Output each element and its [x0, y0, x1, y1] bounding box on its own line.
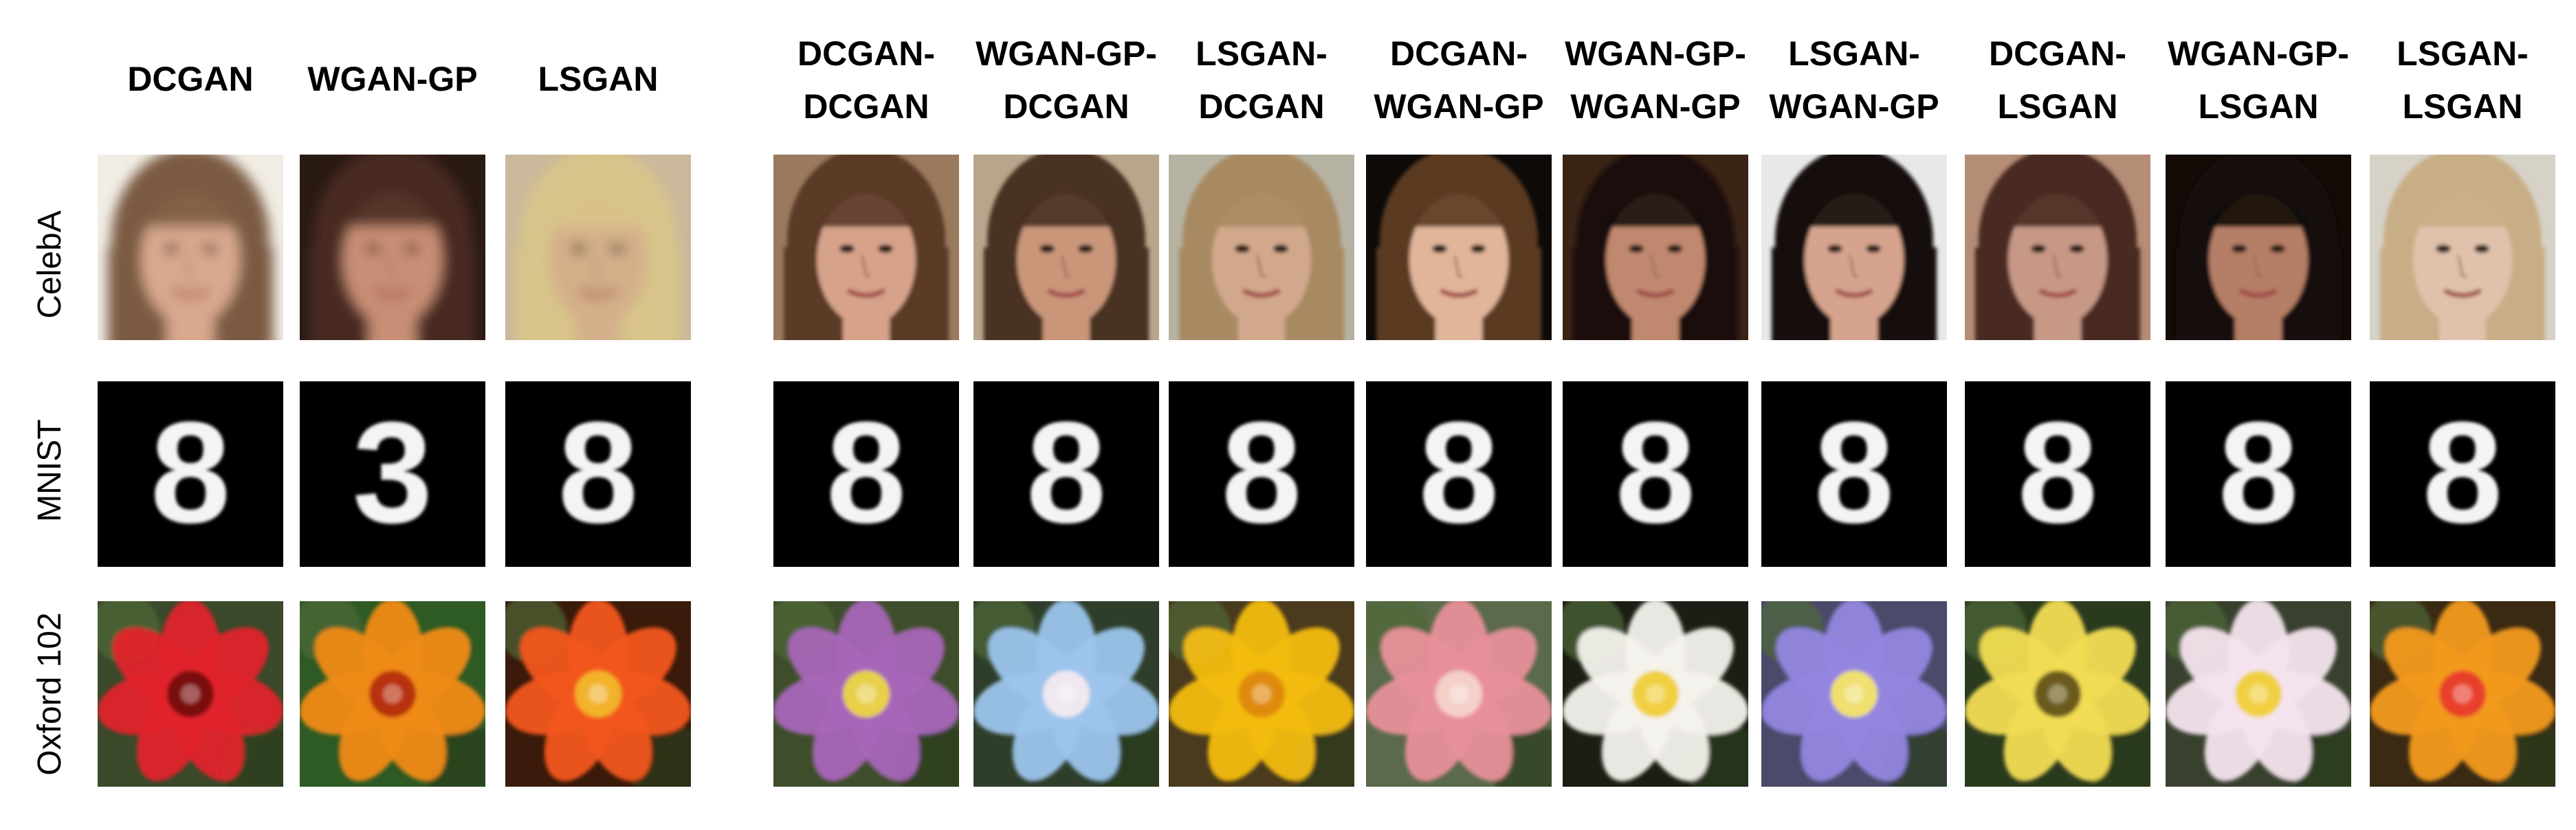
oxford102-sample-dcgan-lsgan — [1965, 601, 2150, 787]
column-header-dcgan-dcgan-line-1: DCGAN- — [797, 34, 935, 73]
mnist-sample-lsgan-wgan-gp: 8 — [1761, 381, 1947, 567]
svg-text:8: 8 — [1616, 392, 1696, 553]
svg-text:8: 8 — [1026, 392, 1107, 553]
row-label-oxford-102: Oxford 102 — [32, 612, 68, 775]
column-header-lsgan-lsgan-line-1: LSGAN- — [2397, 34, 2529, 73]
oxford102-sample-wgan-gp-wgan-gp — [1563, 601, 1748, 787]
column-header-wgan-gp: WGAN-GP — [307, 60, 477, 98]
oxford102-sample-lsgan-dcgan — [1169, 601, 1354, 787]
celeba-sample-wgan-gp-dcgan — [973, 155, 1159, 340]
celeba-sample-wgan-gp-wgan-gp — [1563, 155, 1748, 340]
celeba-sample-lsgan-dcgan — [1169, 155, 1354, 340]
mnist-sample-wgan-gp-lsgan: 8 — [2166, 381, 2351, 567]
oxford102-sample-dcgan — [98, 601, 283, 787]
celeba-sample-lsgan-lsgan — [2370, 155, 2555, 340]
mnist-sample-dcgan-lsgan: 8 — [1965, 381, 2150, 567]
column-header-lsgan-dcgan-line-1: LSGAN- — [1196, 34, 1328, 73]
celeba-sample-dcgan-wgan-gp — [1366, 155, 1552, 340]
column-header-dcgan-lsgan-line-2: LSGAN — [1998, 87, 2118, 126]
column-header-wgan-gp-dcgan-line-1: WGAN-GP- — [976, 34, 1157, 73]
svg-text:3: 3 — [353, 392, 433, 553]
svg-text:8: 8 — [151, 392, 231, 553]
mnist-sample-lsgan-dcgan: 8 — [1169, 381, 1354, 567]
column-header-dcgan-wgan-gp-line-2: WGAN-GP — [1374, 87, 1543, 126]
column-header-dcgan-dcgan-line-2: DCGAN — [803, 87, 929, 126]
celeba-sample-wgan-gp — [300, 155, 485, 340]
svg-text:8: 8 — [1419, 392, 1499, 553]
mnist-sample-dcgan-dcgan: 8 — [773, 381, 959, 567]
oxford102-sample-lsgan-lsgan — [2370, 601, 2555, 787]
oxford102-sample-wgan-gp — [300, 601, 485, 787]
mnist-sample-wgan-gp-dcgan: 8 — [973, 381, 1159, 567]
column-headers: DCGAN WGAN-GP LSGAN DCGAN- DCGAN WGAN-GP- DCGA… — [127, 34, 2528, 126]
row-labels: CelebA MNIST Oxford 102 — [32, 210, 68, 775]
celeba-sample-wgan-gp-lsgan — [2166, 155, 2351, 340]
column-header-lsgan-wgan-gp-line-1: LSGAN- — [1788, 34, 1920, 73]
column-header-dcgan-lsgan-line-1: DCGAN- — [1989, 34, 2126, 73]
oxford102-sample-dcgan-dcgan — [773, 601, 959, 787]
column-header-wgan-gp-wgan-gp-line-2: WGAN-GP — [1570, 87, 1740, 126]
svg-text:8: 8 — [2018, 392, 2098, 553]
oxford102-sample-wgan-gp-lsgan — [2166, 601, 2351, 787]
svg-text:8: 8 — [2423, 392, 2503, 553]
celeba-sample-dcgan-dcgan — [773, 155, 959, 340]
oxford102-sample-wgan-gp-dcgan — [973, 601, 1159, 787]
column-header-wgan-gp-lsgan-line-1: WGAN-GP- — [2168, 34, 2349, 73]
celeba-sample-dcgan — [98, 155, 283, 340]
column-header-wgan-gp-wgan-gp-line-1: WGAN-GP- — [1565, 34, 1746, 73]
mnist-sample-lsgan-lsgan: 8 — [2370, 381, 2555, 567]
row-label-celeba: CelebA — [32, 210, 68, 318]
column-header-dcgan: DCGAN — [127, 60, 253, 98]
oxford102-sample-lsgan — [505, 601, 691, 787]
svg-text:8: 8 — [1222, 392, 1302, 553]
column-header-lsgan-dcgan-line-2: DCGAN — [1198, 87, 1324, 126]
celeba-sample-lsgan — [505, 155, 691, 340]
column-header-lsgan: LSGAN — [538, 60, 659, 98]
oxford102-sample-lsgan-wgan-gp — [1761, 601, 1947, 787]
svg-text:8: 8 — [826, 392, 907, 553]
celeba-sample-dcgan-lsgan — [1965, 155, 2150, 340]
svg-text:8: 8 — [2219, 392, 2299, 553]
column-header-lsgan-lsgan-line-2: LSGAN — [2403, 87, 2523, 126]
column-header-wgan-gp-lsgan-line-2: LSGAN — [2199, 87, 2319, 126]
mnist-sample-wgan-gp: 3 — [300, 381, 485, 567]
oxford102-sample-dcgan-wgan-gp — [1366, 601, 1552, 787]
svg-text:8: 8 — [1814, 392, 1895, 553]
column-header-dcgan-wgan-gp-line-1: DCGAN- — [1390, 34, 1528, 73]
svg-text:8: 8 — [558, 392, 639, 553]
mnist-sample-dcgan-wgan-gp: 8 — [1366, 381, 1552, 567]
celeba-sample-lsgan-wgan-gp — [1761, 155, 1947, 340]
row-label-mnist: MNIST — [32, 419, 68, 521]
column-header-wgan-gp-dcgan-line-2: DCGAN — [1003, 87, 1129, 126]
mnist-sample-dcgan: 8 — [98, 381, 283, 567]
column-header-lsgan-wgan-gp-line-2: WGAN-GP — [1769, 87, 1939, 126]
mnist-sample-lsgan: 8 — [505, 381, 691, 567]
mnist-sample-wgan-gp-wgan-gp: 8 — [1563, 381, 1748, 567]
